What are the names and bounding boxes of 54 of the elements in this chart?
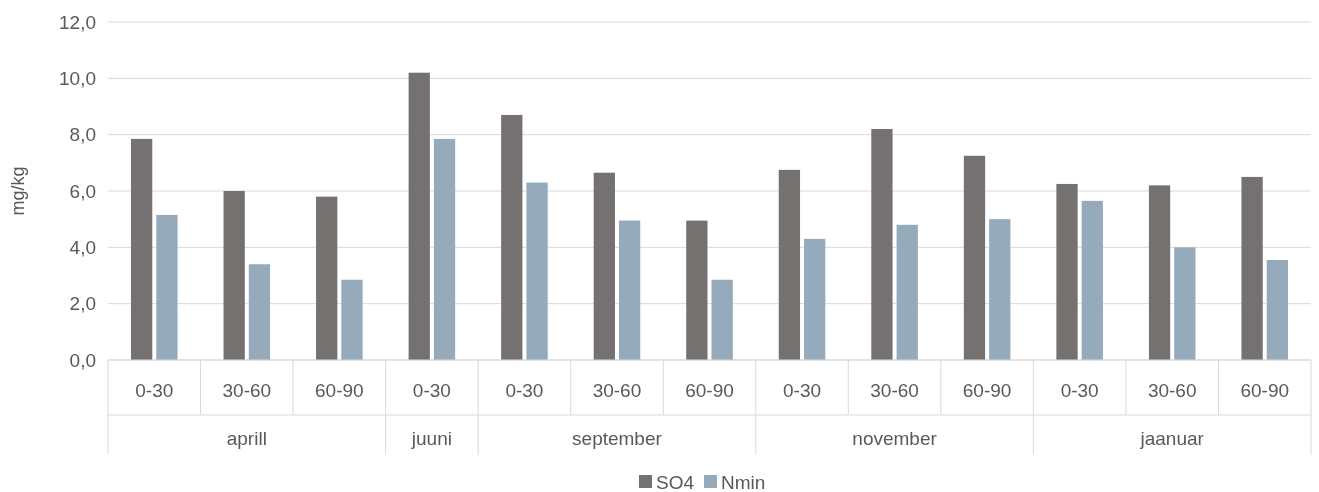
bar — [501, 114, 523, 360]
legend-label: Nmin — [721, 471, 766, 492]
x-tick-label: 60-90 — [315, 379, 364, 401]
x-tick-label: 60-90 — [962, 379, 1012, 401]
x-tick-label: 0-30 — [135, 379, 174, 401]
bar — [711, 279, 733, 360]
x-tick-label: 30-60 — [592, 379, 642, 401]
bar — [156, 214, 178, 360]
y-axis-title: mg/kg — [8, 166, 28, 216]
bar — [963, 155, 986, 360]
bar — [1241, 176, 1263, 360]
bar — [526, 182, 548, 360]
bar — [408, 72, 430, 360]
bar — [1081, 200, 1103, 360]
bar — [223, 191, 245, 360]
bar — [433, 138, 456, 360]
bar — [778, 169, 801, 360]
bar — [896, 224, 918, 360]
y-tick-label: 12,0 — [59, 11, 96, 33]
x-tick-label: 30-60 — [870, 379, 919, 401]
y-tick-label: 8,0 — [69, 124, 96, 146]
x-tick-label: 60-90 — [1240, 379, 1290, 401]
text: jaanuar — [1139, 427, 1205, 449]
text: juuni — [410, 427, 452, 449]
text: aprill — [226, 427, 267, 449]
y-tick-label: 0,0 — [69, 349, 96, 371]
bar — [989, 219, 1011, 360]
bar — [618, 220, 641, 360]
bar — [341, 279, 363, 360]
bar — [1266, 260, 1289, 360]
y-tick-label: 2,0 — [69, 293, 96, 315]
bar — [1056, 183, 1078, 360]
bar — [804, 238, 826, 360]
y-tick-label: 4,0 — [69, 236, 96, 258]
legend-label: SO4 — [656, 471, 695, 492]
x-tick-label: 0-30 — [783, 379, 822, 401]
x-tick-label: 0-30 — [412, 379, 451, 401]
x-tick-label: 60-90 — [685, 379, 734, 401]
bar — [593, 172, 615, 360]
text: november — [852, 427, 938, 449]
x-tick-label: 0-30 — [1060, 379, 1099, 401]
x-tick-label: 30-60 — [222, 379, 272, 401]
bar — [248, 264, 271, 360]
bar — [130, 138, 153, 360]
bar — [686, 220, 708, 360]
bar — [1148, 185, 1171, 360]
bar — [871, 129, 893, 360]
bar — [1174, 247, 1196, 360]
text: september — [572, 427, 663, 449]
y-tick-label: 6,0 — [69, 180, 96, 202]
x-tick-label: 0-30 — [505, 379, 544, 401]
bar — [316, 196, 338, 360]
x-tick-label: 30-60 — [1147, 379, 1197, 401]
y-tick-label: 10,0 — [59, 67, 96, 89]
